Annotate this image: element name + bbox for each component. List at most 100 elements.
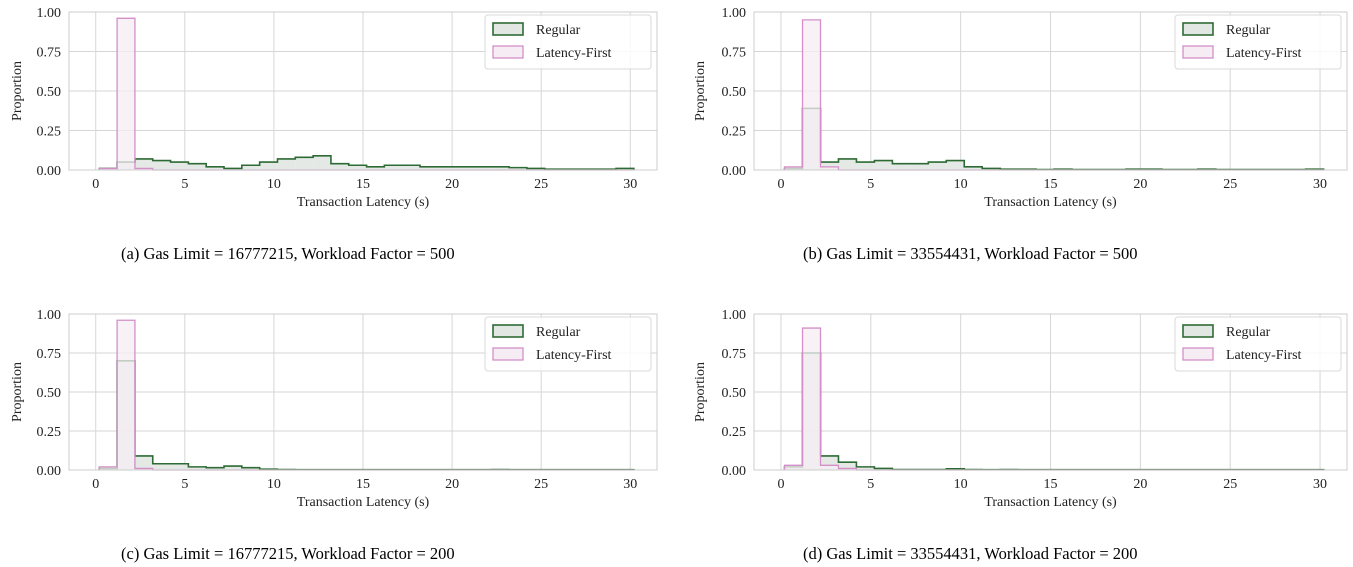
bar-regular	[838, 462, 857, 470]
legend: Regular Latency-First	[1174, 14, 1342, 70]
bar-regular	[313, 155, 331, 170]
y-axis-label: Proportion	[693, 362, 708, 422]
bar-regular	[964, 166, 983, 170]
y-tick-label: 0.75	[722, 347, 747, 362]
plot-frame	[68, 313, 658, 471]
bar-regular	[856, 162, 875, 170]
y-axis-label: Proportion	[10, 61, 25, 121]
y-tick-label: 0.50	[722, 85, 747, 100]
bar-regular	[910, 163, 929, 170]
legend-box	[484, 316, 652, 372]
caption-c: (c) Gas Limit = 16777215, Workload Facto…	[121, 544, 455, 563]
caption-b: (b) Gas Limit = 33554431, Workload Facto…	[803, 244, 1138, 263]
bar-regular	[170, 162, 189, 170]
x-tick-label: 5	[867, 477, 874, 492]
bar-regular	[330, 163, 349, 170]
x-tick-label: 0	[92, 177, 99, 192]
y-tick-label: 0.25	[722, 425, 747, 440]
bar-latency-first	[134, 168, 153, 170]
bar-regular	[134, 455, 153, 470]
x-tick-label: 30	[1313, 477, 1327, 492]
series-regular	[98, 154, 635, 171]
y-tick-label: 0.75	[37, 347, 62, 362]
bar-regular	[366, 166, 385, 170]
chart-svg-d: 0 5 10 15 20 25 30 0.00 0.25 0.50 0.75 1.00 Transact…	[693, 308, 1348, 510]
bar-latency-first	[117, 18, 135, 170]
x-tick-label: 5	[181, 177, 188, 192]
bar-latency-first	[802, 19, 821, 171]
y-tick-label: 0.00	[37, 464, 62, 479]
x-tick-label: 10	[954, 177, 968, 192]
legend-swatch-regular	[492, 324, 524, 338]
legend-swatch-regular	[1182, 324, 1214, 338]
x-axis-label: Transaction Latency (s)	[984, 195, 1117, 210]
x-axis-label: Transaction Latency (s)	[984, 495, 1117, 510]
x-tick-label: 20	[445, 177, 459, 192]
chart-svg-a: 0 5 10 15 20 25 30 0.00 0.25 0.50 0.75 1.00 Transact…	[10, 6, 658, 210]
legend: Regular Latency-First	[484, 316, 652, 372]
legend: Regular Latency-First	[484, 14, 652, 70]
chart-svg-c: 0 5 10 15 20 25 30 0.00 0.25 0.50 0.75 1.00 Transact…	[10, 308, 658, 510]
chart-svg-b: 0 5 10 15 20 25 30 0.00 0.25 0.50 0.75 1.00 Transact…	[693, 6, 1348, 210]
x-tick-label: 0	[777, 177, 784, 192]
legend-label-latency-first: Latency-First	[1226, 46, 1302, 61]
bar-regular	[170, 463, 189, 470]
bar-latency-first	[99, 168, 118, 170]
legend-label-latency-first: Latency-First	[536, 46, 612, 61]
legend-label-regular: Regular	[1226, 23, 1271, 38]
plot-frame	[753, 313, 1348, 471]
x-tick-label: 0	[777, 477, 784, 492]
x-tick-label: 15	[1044, 477, 1058, 492]
legend-label-latency-first: Latency-First	[1226, 348, 1302, 363]
bar-regular	[491, 166, 510, 170]
legend-box	[1174, 316, 1342, 372]
x-tick-label: 15	[356, 177, 370, 192]
x-tick-label: 25	[534, 177, 548, 192]
bar-regular	[820, 162, 839, 170]
x-tick-label: 15	[356, 477, 370, 492]
legend-swatch-latency-first	[492, 347, 524, 361]
step-outline-regular	[98, 154, 635, 171]
x-tick-label: 5	[867, 177, 874, 192]
x-tick-label: 25	[1223, 477, 1237, 492]
x-tick-label: 10	[267, 177, 281, 192]
x-tick-label: 30	[1313, 177, 1327, 192]
x-tick-label: 20	[445, 477, 459, 492]
x-tick-label: 30	[623, 177, 637, 192]
chart-panel-c: 0 5 10 15 20 25 30 0.00 0.25 0.50 0.75 1.00 Transact…	[0, 300, 670, 540]
caption-d: (d) Gas Limit = 33554431, Workload Facto…	[803, 544, 1138, 563]
x-tick-label: 25	[534, 477, 548, 492]
bar-regular	[928, 162, 947, 170]
legend-label-regular: Regular	[1226, 325, 1271, 340]
y-tick-label: 0.25	[37, 125, 62, 140]
bar-regular	[188, 466, 207, 470]
bar-regular	[946, 160, 965, 170]
bar-regular	[241, 165, 260, 170]
chart-panel-d: 0 5 10 15 20 25 30 0.00 0.25 0.50 0.75 1.00 Transact…	[683, 300, 1353, 540]
bar-latency-first	[820, 166, 839, 170]
bar-regular	[473, 166, 492, 170]
step-outline-regular	[783, 107, 1325, 171]
legend-swatch-latency-first	[1182, 347, 1214, 361]
bar-regular	[384, 165, 403, 170]
chart-panel-a: 0 5 10 15 20 25 30 0.00 0.25 0.50 0.75 1.00 Transact…	[0, 0, 670, 240]
bar-latency-first	[784, 166, 803, 170]
bar-regular	[224, 466, 242, 470]
plot-frame	[753, 11, 1348, 171]
bar-regular	[259, 162, 278, 170]
y-axis-label: Proportion	[10, 362, 25, 422]
bar-latency-first	[802, 328, 821, 470]
bar-latency-first	[838, 468, 857, 470]
y-tick-label: 0.50	[37, 85, 62, 100]
bar-regular	[295, 157, 314, 170]
bar-regular	[455, 166, 474, 170]
bar-regular	[856, 466, 875, 470]
bar-regular	[437, 166, 456, 170]
bar-regular	[892, 163, 911, 170]
x-tick-label: 10	[954, 477, 968, 492]
bar-regular	[134, 158, 153, 170]
y-tick-label: 1.00	[37, 6, 62, 21]
legend-swatch-regular	[1182, 22, 1214, 36]
legend-swatch-latency-first	[492, 45, 524, 59]
y-tick-label: 1.00	[722, 308, 747, 323]
